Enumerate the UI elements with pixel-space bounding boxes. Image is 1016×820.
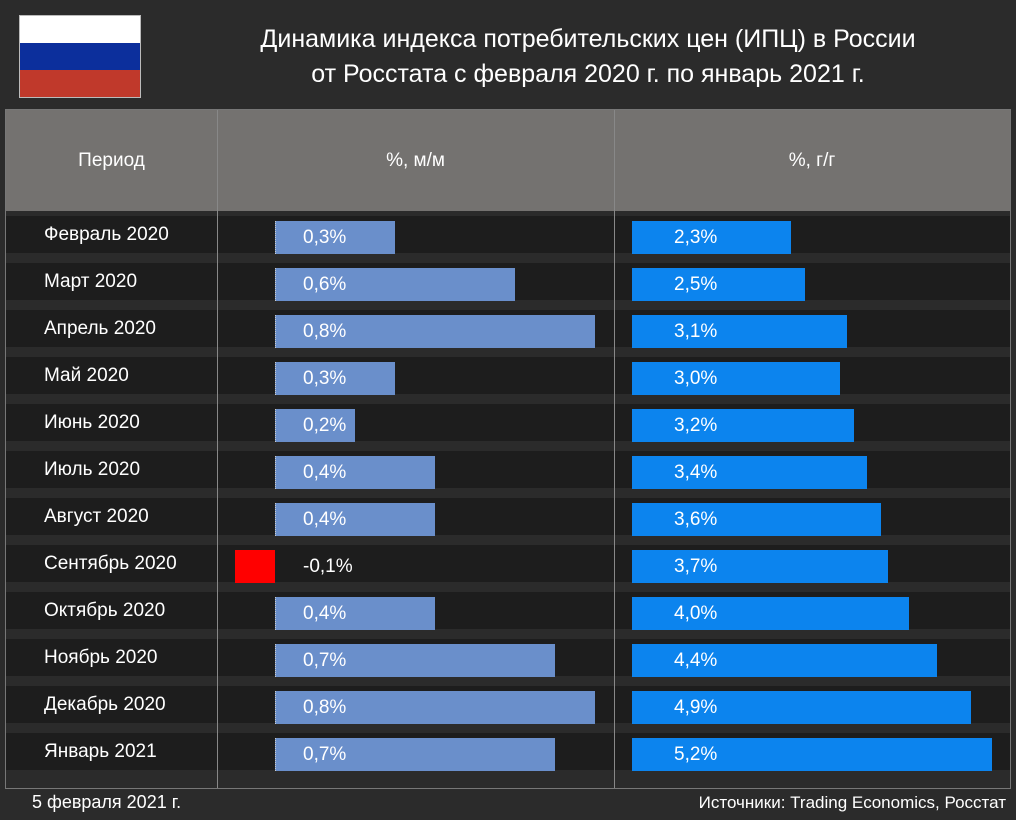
mm-value-label: 0,3% [303,368,347,389]
table-row: Август 2020 0,4% 3,6% [6,493,1010,540]
mm-value-label: 0,4% [303,603,347,624]
period-label: Январь 2021 [44,741,157,762]
table-header: Период %, м/м %, г/г [6,110,1010,211]
period-label: Февраль 2020 [44,224,169,245]
row-background [6,216,1010,253]
table-row: Июнь 2020 0,2% 3,2% [6,399,1010,446]
period-label: Декабрь 2020 [44,694,166,715]
table-row: Апрель 2020 0,8% 3,1% [6,305,1010,352]
yy-value-label: 3,1% [674,321,718,342]
footer-sources: Источники: Trading Economics, Росстат [698,793,1006,812]
yy-bar [632,409,854,442]
mm-value-label: 0,4% [303,462,347,483]
flag-stripe-blue [20,43,140,70]
mm-value-label: 0,7% [303,650,347,671]
yy-value-label: 4,0% [674,603,718,624]
chart-title-line1: Динамика индекса потребительских цен (ИП… [260,25,916,53]
yy-value-label: 2,3% [674,227,718,248]
period-label: Октябрь 2020 [44,600,166,621]
mm-bar [275,503,435,536]
row-background [6,404,1010,441]
yy-bar [632,315,847,348]
period-label: Ноябрь 2020 [44,647,158,668]
mm-bar [275,597,435,630]
mm-bar [275,738,555,771]
flag-stripe-white [20,16,140,43]
yy-bar [632,644,937,677]
table-row: Октябрь 2020 0,4% 4,0% [6,587,1010,634]
period-label: Март 2020 [44,271,138,292]
period-label: Июль 2020 [44,459,141,480]
mm-bar [235,550,275,583]
flag-stripe-red [20,70,140,97]
yy-value-label: 3,0% [674,368,718,389]
mm-bar [275,221,395,254]
yy-bar [632,597,909,630]
mm-bar [275,456,435,489]
mm-bar [275,691,595,724]
mm-value-label: 0,7% [303,744,347,765]
yy-bar [632,268,806,301]
period-label: Апрель 2020 [44,318,156,339]
table-row: Декабрь 2020 0,8% 4,9% [6,681,1010,728]
table-row: Март 2020 0,6% 2,5% [6,258,1010,305]
yy-bar [632,456,868,489]
yy-bar [632,221,792,254]
mm-value-label: -0,1% [303,556,353,577]
yy-bar [632,738,992,771]
mm-value-label: 0,8% [303,697,347,718]
period-label: Май 2020 [44,365,129,386]
yy-value-label: 3,6% [674,509,718,530]
mm-bar [275,268,515,301]
russia-flag [19,15,141,98]
row-background [6,357,1010,394]
yy-value-label: 2,5% [674,274,718,295]
mm-bar [275,315,595,348]
table-row: Июль 2020 0,4% 3,4% [6,446,1010,493]
footer-date: 5 февраля 2021 г. [32,792,182,812]
yy-bar [632,550,889,583]
table-row: Февраль 2020 0,3% 2,3% [6,211,1010,258]
mm-value-label: 0,6% [303,274,347,295]
chart-title: Динамика индекса потребительских цен (ИП… [160,22,1016,92]
yy-value-label: 3,7% [674,556,718,577]
yy-bar [632,362,840,395]
cpi-table: Период %, м/м %, г/г Февраль 2020 0,3% 2,3… [5,109,1011,789]
header-period: Период [78,150,145,171]
yy-value-label: 4,9% [674,697,718,718]
period-label: Сентябрь 2020 [44,553,177,574]
column-divider [217,110,218,788]
mm-value-label: 0,2% [303,415,347,436]
yy-value-label: 4,4% [674,650,718,671]
mm-bar [275,409,355,442]
mm-value-label: 0,3% [303,227,347,248]
yy-value-label: 5,2% [674,744,718,765]
mm-bar [275,362,395,395]
yy-value-label: 3,4% [674,462,718,483]
column-divider [614,110,615,788]
period-label: Август 2020 [44,506,149,527]
mm-value-label: 0,8% [303,321,347,342]
header-mm: %, м/м [386,150,445,171]
table-row: Январь 2021 0,7% 5,2% [6,728,1010,775]
chart-title-line2: от Росстата с февраля 2020 г. по январь … [311,60,865,88]
period-label: Июнь 2020 [44,412,140,433]
mm-bar [275,644,555,677]
table-row: Май 2020 0,3% 3,0% [6,352,1010,399]
yy-bar [632,503,882,536]
table-row: Сентябрь 2020 -0,1% 3,7% [6,540,1010,587]
mm-value-label: 0,4% [303,509,347,530]
yy-value-label: 3,2% [674,415,718,436]
yy-bar [632,691,972,724]
table-row: Ноябрь 2020 0,7% 4,4% [6,634,1010,681]
header-yy: %, г/г [788,150,836,171]
